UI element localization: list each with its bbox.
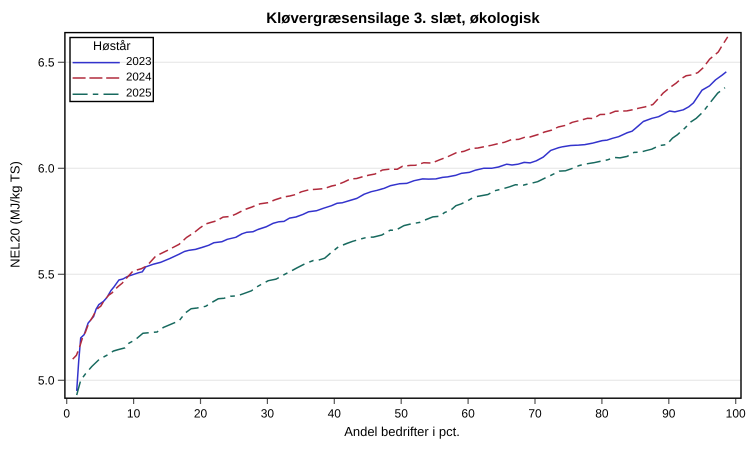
svg-text:50: 50 (395, 407, 409, 421)
svg-text:60: 60 (461, 407, 475, 421)
svg-text:5.0: 5.0 (38, 374, 55, 388)
svg-text:90: 90 (662, 407, 676, 421)
svg-text:Høstår: Høstår (93, 39, 131, 53)
svg-text:Andel bedrifter i pct.: Andel bedrifter i pct. (344, 424, 460, 439)
svg-text:40: 40 (328, 407, 342, 421)
svg-text:0: 0 (63, 407, 70, 421)
svg-text:6.0: 6.0 (38, 162, 55, 176)
svg-text:NEL20 (MJ/kg TS): NEL20 (MJ/kg TS) (8, 161, 23, 268)
svg-text:5.5: 5.5 (38, 268, 55, 282)
svg-text:70: 70 (528, 407, 542, 421)
svg-text:2024: 2024 (126, 71, 152, 83)
svg-text:30: 30 (261, 407, 275, 421)
svg-text:80: 80 (595, 407, 609, 421)
svg-text:10: 10 (127, 407, 141, 421)
svg-text:20: 20 (194, 407, 208, 421)
svg-text:6.5: 6.5 (38, 56, 55, 70)
svg-text:2023: 2023 (126, 56, 152, 68)
svg-text:2025: 2025 (126, 88, 152, 100)
svg-text:100: 100 (726, 407, 746, 421)
svg-text:Kløvergræsensilage 3. slæt, øk: Kløvergræsensilage 3. slæt, økologisk (266, 10, 540, 27)
